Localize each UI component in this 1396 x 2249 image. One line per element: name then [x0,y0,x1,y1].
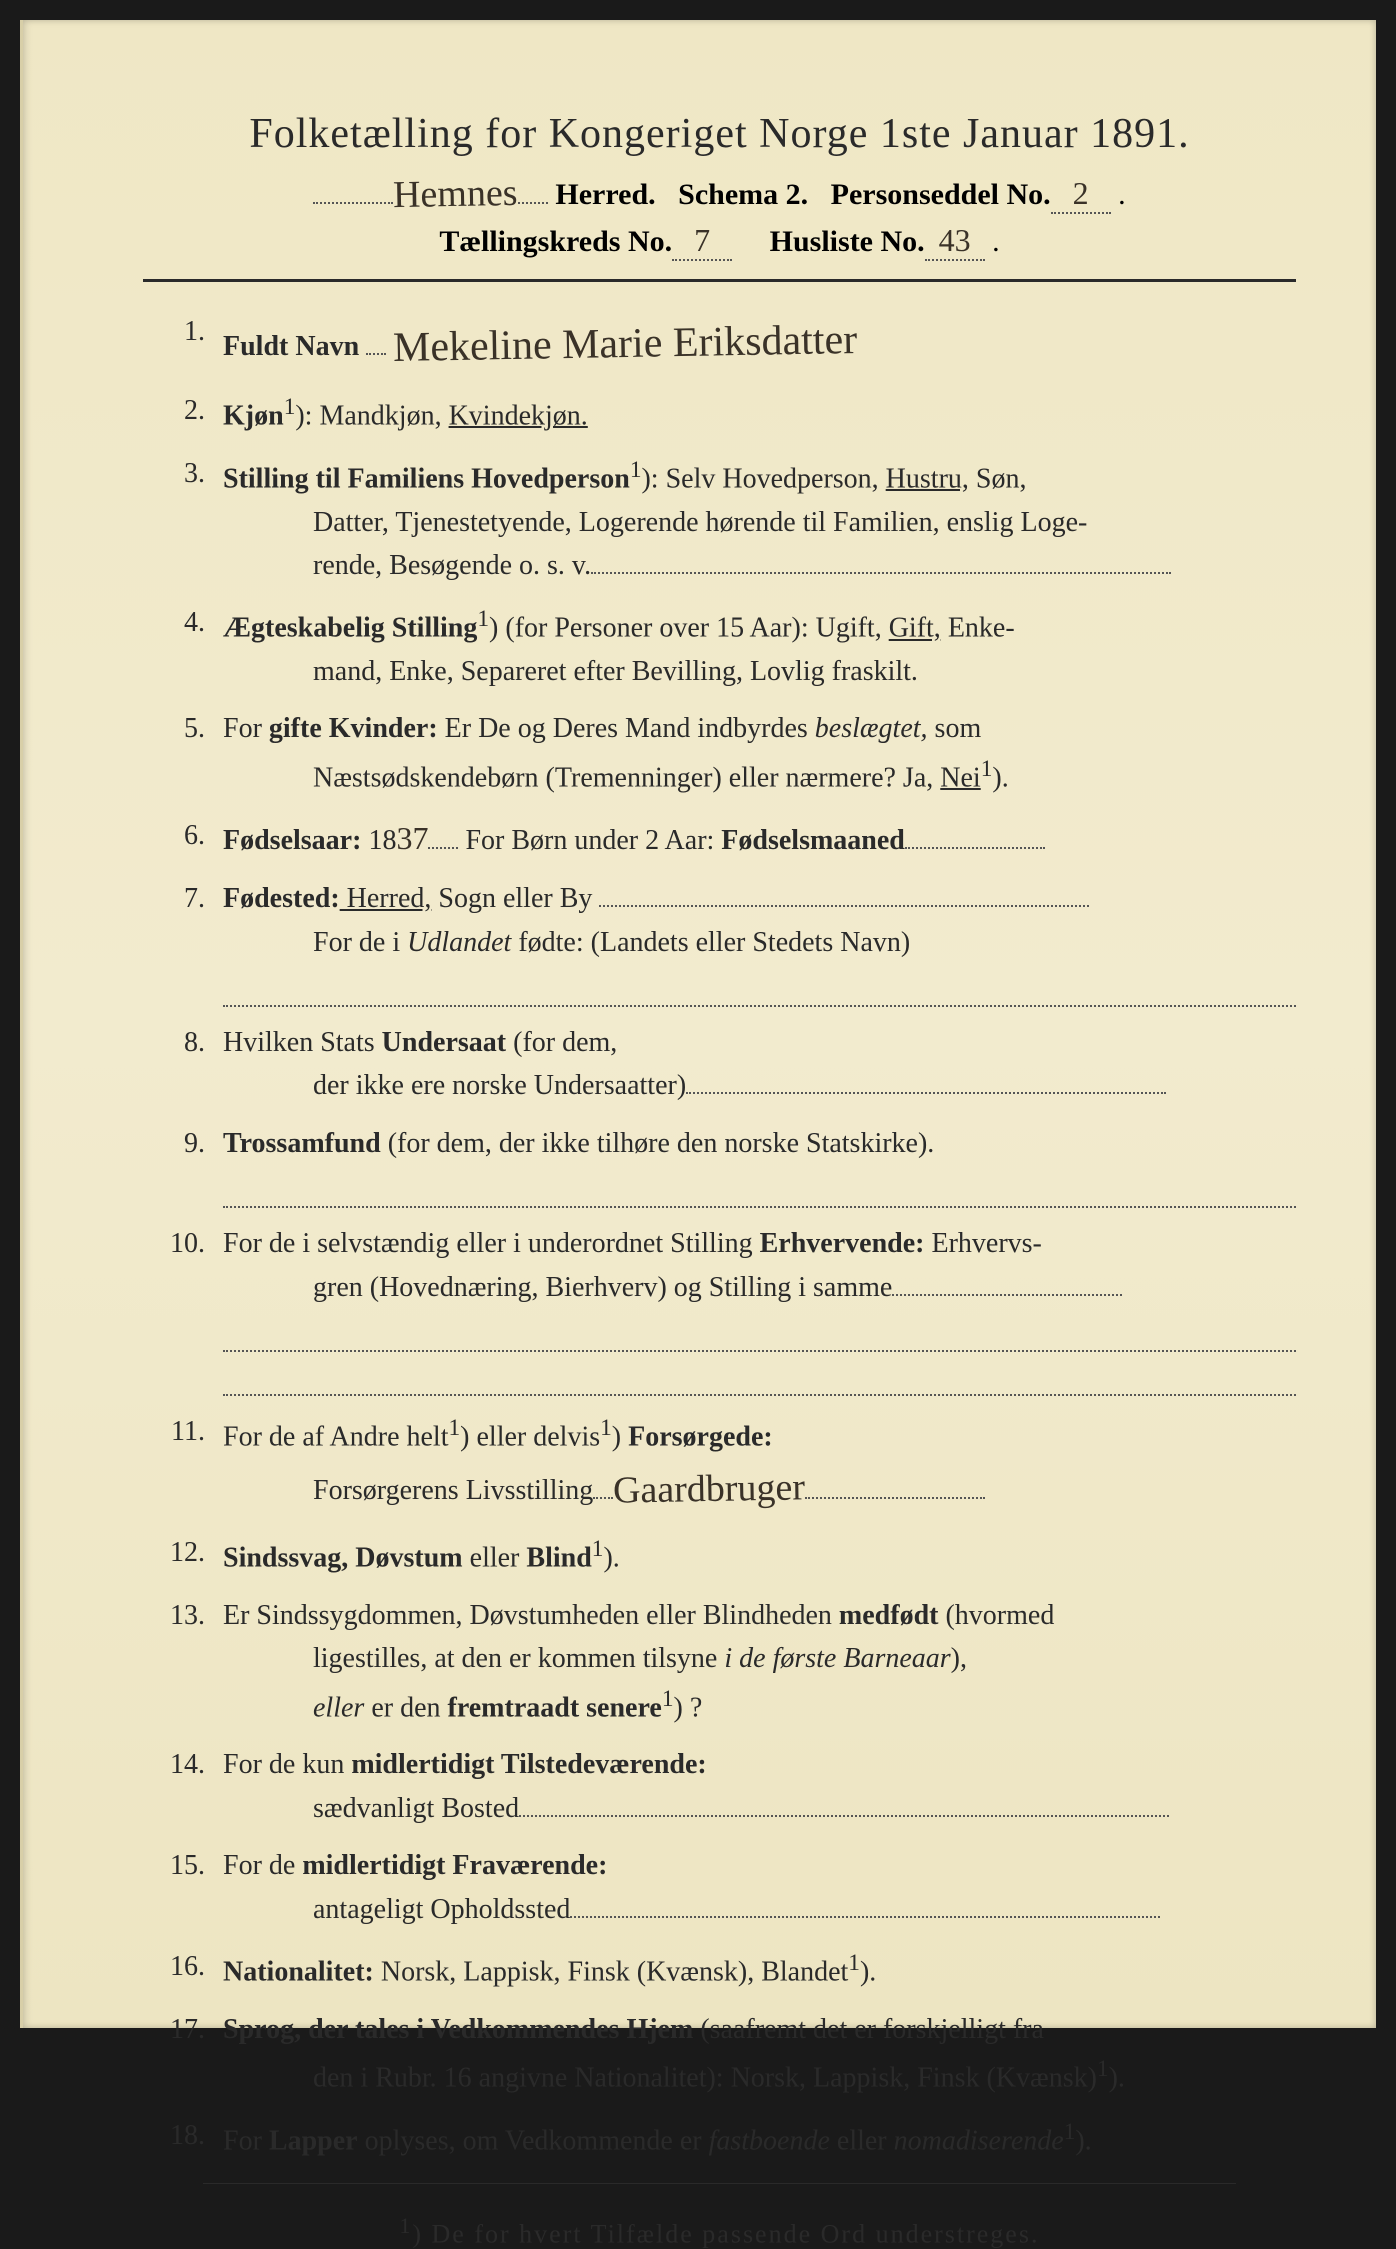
census-form-page: Folketælling for Kongeriget Norge 1ste J… [20,20,1376,2028]
form-entries: 1. Fuldt Navn Mekeline Marie Eriksdatter… [143,310,1296,2163]
entry-10: 10. For de i selvstændig eller i underor… [163,1222,1296,1395]
footnote-divider [203,2183,1236,2184]
gender-selected: Kvindekjøn. [449,400,588,431]
relation-selected: Hustru, [886,463,969,494]
marital-selected: Gift, [889,613,941,644]
herred-handwritten: Hemnes [393,171,518,217]
taellingskreds-label: Tællingskreds No. [439,225,672,259]
personseddel-no: 2 [1073,175,1089,212]
footnote: 1) De for hvert Tilfælde passende Ord un… [143,2214,1296,2249]
entry-17: 17. Sprog, der tales i Vedkommendes Hjem… [163,2008,1296,2100]
entry-14: 14. For de kun midlertidigt Tilstedevære… [163,1743,1296,1830]
taellingskreds-no: 7 [694,222,710,259]
related-selected: Nei [940,762,980,793]
schema-label: Schema 2. [678,178,808,212]
entry-6: 6. Fødselsaar: 1837 For Børn under 2 Aar… [163,814,1296,864]
personseddel-label: Personseddel No. [831,178,1051,212]
entry-8: 8. Hvilken Stats Undersaat (for dem, der… [163,1021,1296,1108]
entry-3: 3. Stilling til Familiens Hovedperson1):… [163,452,1296,588]
entry-12: 12. Sindssvag, Døvstum eller Blind1). [163,1531,1296,1580]
entry-11: 11. For de af Andre helt1) eller delvis1… [163,1410,1296,1518]
herred-row: Hemnes Herred. Schema 2. Personseddel No… [143,170,1296,214]
kreds-row: Tællingskreds No. 7 Husliste No. 43 . [143,222,1296,261]
herred-label: Herred. [555,178,655,212]
husliste-no: 43 [939,222,971,259]
birth-year-hw: 37 [396,814,428,864]
entry-1: 1. Fuldt Navn Mekeline Marie Eriksdatter [163,310,1296,375]
birthplace-selected: Herred, [340,883,432,914]
main-title: Folketælling for Kongeriget Norge 1ste J… [143,110,1296,158]
full-name-hw: Mekeline Marie Eriksdatter [393,308,858,381]
entry-4: 4. Ægteskabelig Stilling1) (for Personer… [163,601,1296,693]
husliste-label: Husliste No. [770,225,925,259]
provider-occupation-hw: Gaardbruger [613,1459,806,1521]
entry-15: 15. For de midlertidigt Fraværende: anta… [163,1844,1296,1931]
entry-5: 5. For gifte Kvinder: Er De og Deres Man… [163,707,1296,799]
entry-9: 9. Trossamfund (for dem, der ikke tilhør… [163,1122,1296,1209]
entry-16: 16. Nationalitet: Norsk, Lappisk, Finsk … [163,1945,1296,1994]
header-divider [143,279,1296,282]
entry-18: 18. For Lapper oplyses, om Vedkommende e… [163,2114,1296,2163]
entry-13: 13. Er Sindssygdommen, Døvstumheden elle… [163,1594,1296,1730]
entry-7: 7. Fødested: Herred, Sogn eller By For d… [163,877,1296,1007]
entry-2: 2. Kjøn1): Mandkjøn, Kvindekjøn. [163,389,1296,438]
